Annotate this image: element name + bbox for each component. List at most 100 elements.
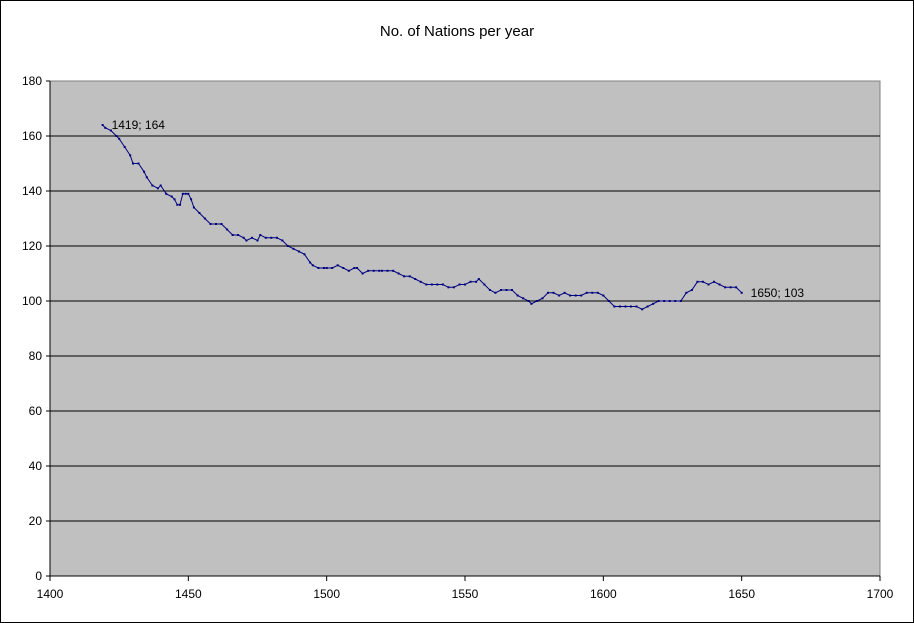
- annotation-layer: 1419; 164 1650; 103: [112, 118, 805, 300]
- data-point: [170, 195, 173, 198]
- data-point: [386, 269, 389, 272]
- data-point: [447, 286, 450, 289]
- data-point: [372, 269, 375, 272]
- data-point: [701, 280, 704, 283]
- data-point: [151, 184, 154, 187]
- data-point: [173, 198, 176, 201]
- data-point: [118, 137, 121, 140]
- data-point: [275, 236, 278, 239]
- grid-lines: [50, 135, 880, 522]
- data-point: [607, 300, 610, 302]
- data-point: [347, 269, 350, 272]
- data-point: [325, 267, 328, 269]
- data-point: [378, 269, 381, 272]
- data-point: [317, 267, 320, 269]
- data-point: [353, 267, 356, 269]
- data-point: [530, 302, 533, 305]
- data-point: [488, 289, 491, 291]
- data-point: [159, 184, 162, 187]
- data-point: [303, 253, 306, 256]
- data-point: [477, 278, 480, 280]
- data-point: [563, 291, 566, 294]
- data-point: [541, 297, 544, 300]
- axes: 0 20 40 60 80 100 120 140 160 180 1400 1450 1500 1550…: [22, 74, 894, 601]
- data-point: [242, 236, 245, 239]
- data-point: [165, 192, 168, 195]
- data-point: [646, 305, 649, 308]
- data-point: [245, 239, 248, 242]
- data-point: [292, 247, 295, 250]
- data-point: [192, 206, 195, 209]
- data-point: [231, 234, 234, 236]
- data-point: [209, 223, 212, 225]
- data-point: [516, 294, 519, 297]
- data-point: [256, 239, 259, 242]
- x-tick-label: 1450: [175, 587, 202, 601]
- data-point: [132, 162, 134, 165]
- data-point: [264, 236, 267, 239]
- data-point: [203, 217, 206, 220]
- data-point: [690, 289, 693, 291]
- data-point: [483, 283, 486, 286]
- data-point: [322, 267, 325, 269]
- data-point: [740, 291, 743, 294]
- y-tick-label: 40: [29, 459, 43, 473]
- data-point: [145, 176, 148, 179]
- data-point: [270, 236, 273, 239]
- data-point: [674, 300, 677, 302]
- data-point: [259, 234, 262, 236]
- data-point: [419, 280, 422, 283]
- data-point: [309, 261, 312, 264]
- x-tick-label: 1400: [37, 587, 64, 601]
- data-point: [522, 297, 525, 300]
- data-point: [215, 223, 217, 225]
- data-point: [143, 170, 146, 173]
- series-layer: [101, 124, 743, 311]
- data-point: [220, 223, 223, 225]
- chart-title: No. of Nations per year: [379, 23, 535, 40]
- data-point: [109, 129, 112, 132]
- data-point: [652, 302, 655, 305]
- data-point: [452, 286, 455, 289]
- data-point: [668, 300, 671, 302]
- y-tick-label: 160: [22, 129, 42, 143]
- data-point: [569, 294, 572, 297]
- data-point: [685, 291, 688, 294]
- data-point: [679, 300, 682, 302]
- data-point: [425, 283, 428, 286]
- data-label: 1650; 103: [751, 286, 805, 300]
- data-point: [713, 280, 715, 283]
- data-point: [729, 286, 732, 289]
- data-point: [430, 283, 433, 286]
- data-point: [535, 300, 538, 302]
- x-tick-label: 1700: [867, 587, 894, 601]
- data-label: 1419; 164: [112, 118, 166, 132]
- data-point: [469, 280, 472, 283]
- data-point: [381, 269, 383, 272]
- data-point: [707, 283, 710, 286]
- data-point: [511, 289, 513, 291]
- data-point: [286, 245, 289, 247]
- y-tick-label: 140: [22, 184, 42, 198]
- data-point: [552, 291, 555, 294]
- data-point: [657, 300, 660, 302]
- x-tick-label: 1500: [313, 587, 340, 601]
- data-point: [613, 305, 616, 308]
- data-point: [137, 162, 140, 165]
- data-point: [403, 275, 406, 278]
- data-point: [367, 269, 370, 272]
- data-point: [591, 291, 594, 294]
- data-point: [342, 267, 345, 269]
- data-point: [408, 275, 411, 278]
- data-point: [237, 234, 240, 236]
- y-tick-label: 180: [22, 74, 42, 88]
- data-point: [602, 294, 605, 297]
- data-point: [331, 267, 334, 269]
- data-point: [635, 305, 638, 308]
- data-point: [281, 239, 284, 242]
- data-point: [115, 135, 118, 137]
- data-point: [298, 250, 300, 253]
- data-point: [558, 294, 561, 297]
- data-point: [441, 283, 444, 286]
- data-point: [184, 192, 187, 195]
